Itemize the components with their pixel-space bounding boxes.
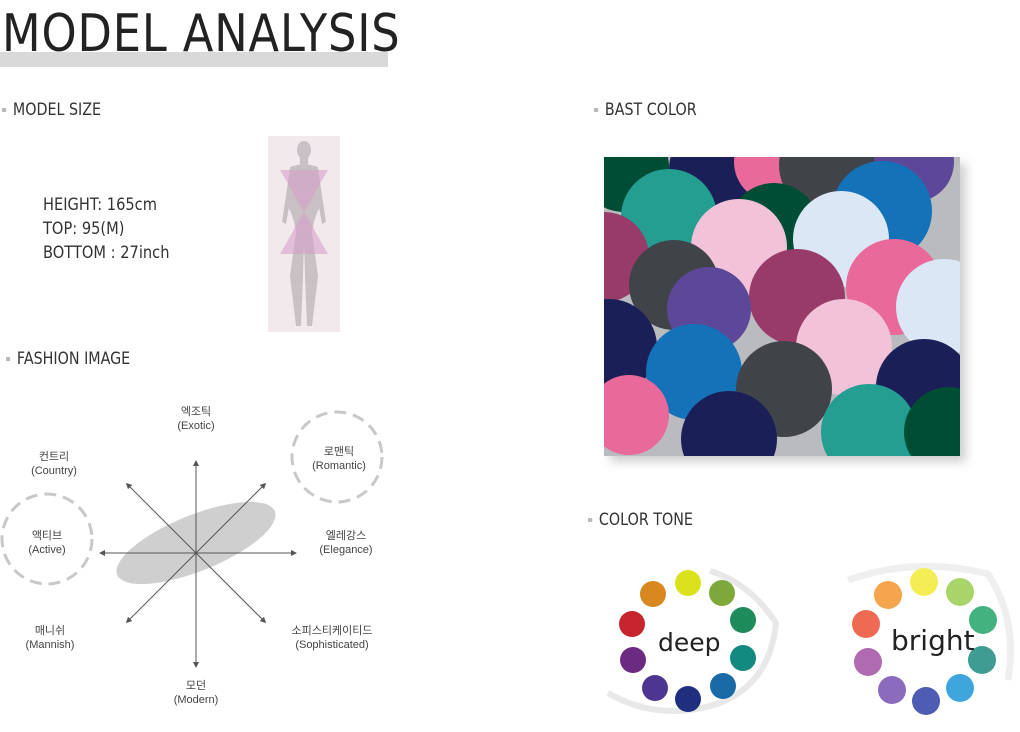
page-title: MODEL ANALYSIS: [2, 4, 401, 64]
axis-romantic: [195, 482, 267, 554]
axis-label-sophisticated: 소피스티케이티드 (Sophisticated): [291, 625, 373, 651]
bright-color-dot: [878, 676, 906, 704]
deep-color-dot: [675, 570, 701, 596]
bright-color-dot: [969, 606, 997, 634]
palette-dot: [604, 299, 657, 395]
axis-label-mannish: 매니쉬 (Mannish): [25, 625, 75, 651]
bright-color-dot: [874, 581, 902, 609]
axis-label-country: 컨트리 (Country): [31, 451, 77, 477]
top-spec: TOP: 95(M): [43, 219, 125, 239]
active-highlight-circle: [0, 492, 94, 586]
axis-sophisticated: [195, 552, 267, 624]
bright-tone-wheel: [846, 562, 1014, 715]
bright-color-dot: [946, 674, 974, 702]
deep-color-dot: [730, 607, 756, 633]
romantic-highlight-circle: [290, 410, 384, 504]
deep-tone-wheel: [606, 568, 780, 714]
deep-color-dot: [675, 686, 701, 712]
bright-color-dot: [910, 568, 938, 596]
fashion-image-diagram: 엑조틱 (Exotic) 로맨틱 (Romantic) 엘레강스 (Elegance)…: [0, 395, 400, 715]
deep-color-dot: [710, 673, 736, 699]
bullet-icon: [6, 357, 11, 361]
model-specs: HEIGHT: 165cm TOP: 95(M) BOTTOM : 27inch: [43, 193, 169, 265]
model-size-label: MODEL SIZE: [12, 100, 102, 120]
bast-color-heading: BAST COLOR: [594, 100, 697, 120]
fashion-image-label: FASHION IMAGE: [16, 349, 131, 369]
axis-country: [125, 482, 197, 554]
axis-label-modern: 모던 (Modern): [173, 680, 219, 706]
palette-dot: [896, 259, 960, 355]
deep-color-dot: [709, 580, 735, 606]
hourglass-shape: [280, 170, 328, 254]
axis-label-active: 액티브 (Active): [28, 530, 66, 556]
axis-label-romantic: 로맨틱 (Romantic): [312, 446, 366, 472]
color-tone-label: COLOR TONE: [598, 510, 693, 530]
palette-dots: [604, 157, 960, 456]
bright-color-dot: [968, 646, 996, 674]
palette-dot: [821, 384, 917, 456]
bottom-spec: BOTTOM : 27inch: [43, 243, 170, 263]
deep-color-dot: [640, 581, 666, 607]
bullet-icon: [2, 108, 7, 112]
fashion-image-heading: FASHION IMAGE: [6, 349, 130, 369]
deep-label: deep: [658, 628, 721, 657]
radar-axes: [99, 460, 297, 668]
palette-dot: [681, 391, 777, 456]
axis-label-elegance: 엘레강스 (Elegance): [319, 530, 373, 556]
bright-color-dot: [852, 610, 880, 638]
deep-color-dots: [619, 570, 756, 712]
deep-color-dot: [642, 675, 668, 701]
wheel-swoosh: [606, 568, 780, 714]
deep-color-dot: [730, 645, 756, 671]
deep-color-dot: [620, 647, 646, 673]
bright-color-dot: [946, 578, 974, 606]
color-tone-heading: COLOR TONE: [588, 510, 693, 530]
wheel-swoosh: [846, 562, 1014, 681]
palette-dot: [904, 387, 960, 456]
body-silhouette-figure: [268, 136, 340, 332]
bullet-icon: [594, 108, 599, 112]
radar-lines: [0, 410, 384, 668]
bright-color-dots: [852, 568, 997, 715]
title-underline-bar: [0, 52, 388, 67]
bright-color-dot: [912, 687, 940, 715]
axis-label-exotic: 엑조틱 (Exotic): [177, 406, 215, 432]
model-size-heading: MODEL SIZE: [2, 100, 101, 120]
bright-label: bright: [891, 624, 975, 657]
bullet-icon: [588, 518, 593, 522]
axis-mannish: [125, 552, 197, 624]
title-block: MODEL ANALYSIS: [0, 0, 400, 72]
palette-dot: [604, 375, 669, 455]
height-spec: HEIGHT: 165cm: [43, 195, 157, 215]
bast-color-label: BAST COLOR: [604, 100, 697, 120]
bast-color-palette: [604, 157, 960, 456]
bright-color-dot: [854, 648, 882, 676]
deep-color-dot: [619, 611, 645, 637]
